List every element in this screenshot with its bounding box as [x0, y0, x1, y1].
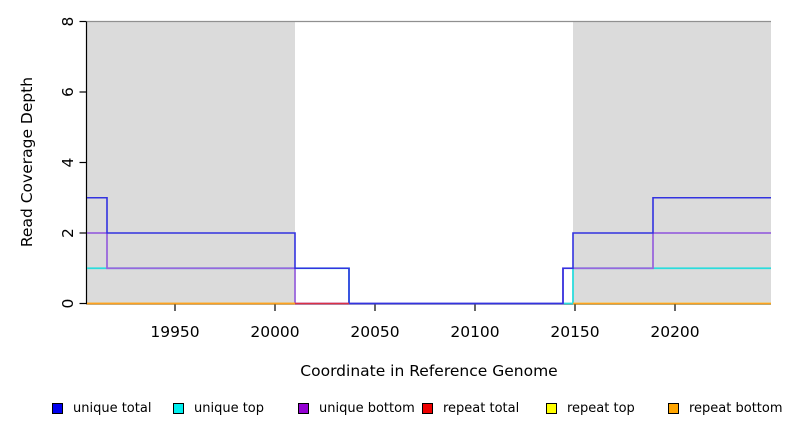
- legend-label: repeat bottom: [689, 400, 783, 416]
- chart-legend: unique total unique top unique bottom re…: [0, 399, 792, 419]
- y-tick-label: 2: [59, 228, 77, 238]
- y-tick-label: 6: [59, 87, 77, 97]
- legend-label: unique top: [194, 400, 265, 416]
- y-tick-label: 4: [59, 158, 77, 168]
- repeat-region-shading: [87, 21, 295, 304]
- legend-label: repeat top: [567, 400, 635, 416]
- y-axis-title: Read Coverage Depth: [18, 76, 36, 248]
- legend-item-unique-total: unique total: [52, 399, 151, 417]
- repeat-region-shading: [573, 21, 771, 304]
- legend-item-repeat-top: repeat top: [546, 399, 635, 417]
- legend-swatch-unique-bottom: [298, 402, 309, 414]
- legend-swatch-repeat-total: [422, 402, 433, 414]
- y-tick-label: 0: [59, 299, 77, 309]
- legend-swatch-repeat-top: [546, 402, 557, 414]
- x-tick-label: 20000: [250, 323, 299, 341]
- series-line-unique-total: [87, 196, 771, 305]
- x-tick-label: 20200: [650, 323, 699, 341]
- legend-swatch-unique-total: [52, 402, 63, 414]
- x-axis-title: Coordinate in Reference Genome: [300, 362, 558, 380]
- x-tick-label: 20100: [450, 323, 499, 341]
- legend-label: unique total: [73, 400, 152, 416]
- legend-item-unique-bottom: unique bottom: [298, 399, 415, 417]
- legend-item-repeat-total: repeat total: [422, 399, 519, 417]
- legend-swatch-repeat-bottom: [668, 402, 679, 414]
- x-tick-label: 20150: [550, 323, 599, 341]
- legend-item-unique-top: unique top: [173, 399, 264, 417]
- legend-item-repeat-bottom: repeat bottom: [668, 399, 783, 417]
- y-tick-label: 8: [59, 17, 77, 27]
- legend-label: repeat total: [443, 400, 520, 416]
- legend-label: unique bottom: [319, 400, 415, 416]
- x-tick-label: 20050: [350, 323, 399, 341]
- legend-swatch-unique-top: [173, 402, 184, 414]
- x-tick-label: 19950: [150, 323, 199, 341]
